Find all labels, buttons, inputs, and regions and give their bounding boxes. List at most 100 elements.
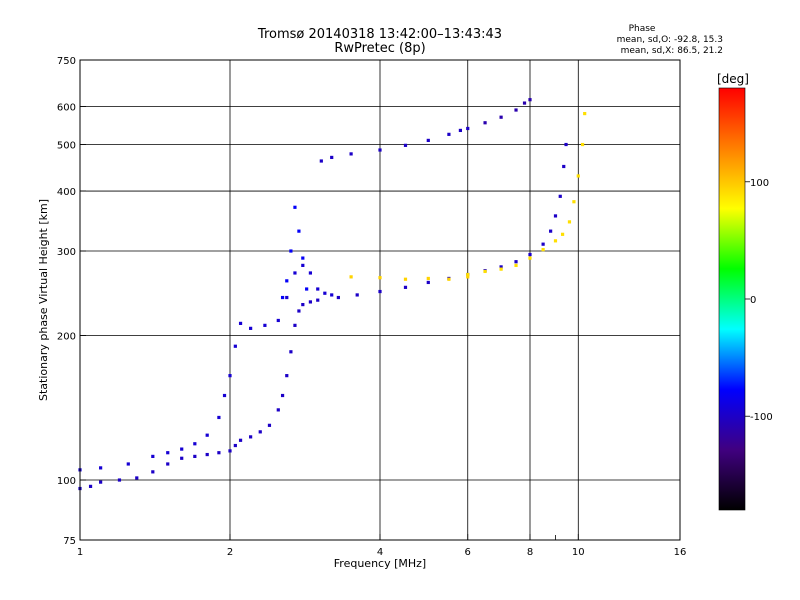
data-point (285, 295, 289, 300)
grid-lines (80, 60, 680, 540)
data-point (316, 287, 320, 291)
data-point (403, 285, 408, 289)
y-axis-ticks: 75 100 200 300 400 500 600 750 (57, 56, 86, 547)
chart-title: Tromsø 20140318 13:42:00–13:43:43 (257, 27, 502, 42)
data-point (553, 239, 558, 243)
x-tick-label: 4 (377, 547, 383, 558)
x-tick-label: 8 (527, 547, 533, 558)
data-point (205, 433, 209, 437)
data-point (297, 229, 301, 233)
data-point (308, 300, 313, 304)
data-point (355, 293, 359, 297)
data-point (514, 108, 518, 112)
data-point (330, 155, 334, 160)
x-tick-label: 16 (674, 547, 687, 558)
y-tick-label: 75 (63, 536, 76, 547)
data-point (403, 277, 408, 281)
y-tick-label: 400 (57, 187, 76, 198)
data-point (180, 456, 184, 460)
data-point (217, 451, 221, 455)
data-point (466, 126, 470, 131)
data-point (249, 435, 253, 439)
data-point (558, 194, 562, 198)
data-point (280, 295, 285, 300)
data-point (514, 263, 518, 267)
x-tick-label: 2 (227, 547, 233, 558)
data-points (78, 98, 587, 491)
stats-line-o: mean, sd,O: -92.8, 15.3 (617, 35, 723, 45)
colorbar-tick-label: -100 (750, 412, 773, 423)
data-point (549, 229, 553, 233)
data-point (301, 263, 305, 267)
y-tick-label: 750 (57, 56, 76, 67)
data-point (301, 302, 305, 307)
data-point (217, 415, 221, 420)
data-point (263, 323, 267, 327)
data-point (233, 443, 237, 448)
data-point (193, 454, 197, 459)
colorbar-label: [deg] (717, 72, 749, 86)
data-point (126, 462, 130, 466)
y-tick-label: 100 (57, 476, 76, 487)
colorbar: [deg] 100 0 -100 (717, 72, 773, 511)
data-point (349, 275, 353, 279)
data-point (280, 393, 285, 398)
data-point (583, 111, 587, 116)
data-point (289, 350, 293, 354)
x-tick-label: 1 (77, 547, 83, 558)
data-point (378, 276, 382, 280)
data-point (180, 447, 184, 451)
colorbar-tick-label: 100 (750, 178, 769, 189)
y-tick-label: 600 (57, 103, 76, 114)
data-point (553, 214, 558, 218)
data-point (293, 205, 297, 209)
data-point (258, 430, 262, 434)
data-point (228, 374, 232, 378)
chart-subtitle: RwPretec (8p) (334, 41, 425, 56)
data-point (562, 164, 566, 169)
data-point (305, 287, 309, 291)
data-point (297, 309, 301, 313)
data-point (466, 275, 470, 279)
data-point (301, 256, 305, 260)
data-point (466, 272, 470, 277)
data-point (276, 318, 280, 323)
data-point (293, 323, 297, 327)
data-point (576, 174, 580, 178)
data-point (580, 142, 585, 147)
data-point (166, 462, 170, 466)
data-point (276, 408, 280, 412)
data-point (330, 293, 334, 297)
data-point (99, 466, 103, 470)
stats-heading: Phase (629, 24, 656, 34)
y-tick-label: 300 (57, 247, 76, 258)
data-point (222, 393, 227, 398)
data-point (567, 220, 572, 224)
data-point (572, 200, 576, 204)
data-point (151, 454, 155, 459)
data-point (499, 267, 503, 271)
data-point (564, 142, 568, 147)
stats-line-x: mean, sd,X: 86.5, 21.2 (621, 46, 723, 56)
y-tick-label: 500 (57, 141, 76, 152)
data-point (205, 452, 209, 457)
data-point (426, 138, 430, 142)
data-point (336, 295, 340, 300)
data-point (528, 252, 532, 257)
data-point (514, 260, 518, 264)
colorbar-ticks: 100 0 -100 (745, 178, 773, 423)
data-point (528, 98, 532, 102)
y-tick-label: 200 (57, 332, 76, 343)
data-point (378, 289, 382, 294)
data-point (289, 249, 293, 253)
data-point (316, 298, 320, 302)
data-point (541, 242, 545, 246)
data-point (88, 484, 93, 488)
data-point (483, 269, 487, 274)
data-point (151, 470, 155, 474)
data-point (293, 271, 297, 275)
y-axis-label: Stationary phase Virtual Height [km] (37, 199, 50, 401)
data-point (499, 265, 503, 269)
data-point (483, 121, 487, 125)
